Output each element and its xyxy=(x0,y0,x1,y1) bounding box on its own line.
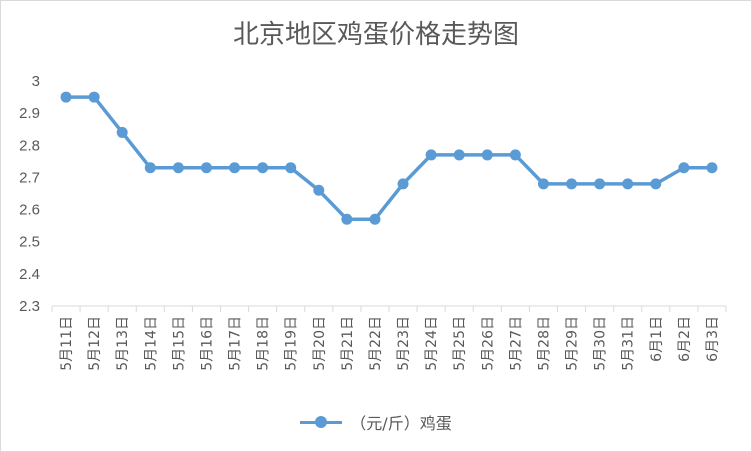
series-line xyxy=(66,95,712,221)
data-point xyxy=(650,178,662,190)
y-tick-label: 2.4 xyxy=(19,266,40,283)
data-point xyxy=(706,162,718,174)
data-point xyxy=(285,162,297,174)
data-point xyxy=(172,162,184,174)
x-tick-label: 5月28日 xyxy=(536,316,552,371)
y-tick-label: 2.6 xyxy=(19,202,40,219)
y-tick-label: 2.9 xyxy=(19,105,40,122)
data-point xyxy=(622,178,634,190)
data-point xyxy=(425,149,437,161)
legend: （元/斤）鸡蛋 xyxy=(0,410,752,434)
x-tick-label: 5月16日 xyxy=(199,316,215,371)
x-tick-label: 5月25日 xyxy=(452,316,468,371)
chart-title: 北京地区鸡蛋价格走势图 xyxy=(232,20,519,50)
y-tick-label: 2.5 xyxy=(19,234,40,251)
data-point xyxy=(678,162,690,174)
x-tick-label: 5月12日 xyxy=(87,316,103,371)
y-tick-label: 2.7 xyxy=(19,169,40,186)
x-tick-label: 5月15日 xyxy=(171,316,187,371)
data-point xyxy=(313,184,325,196)
data-point xyxy=(481,149,493,161)
x-tick-label: 5月14日 xyxy=(143,316,159,371)
data-point xyxy=(397,178,409,190)
x-tick-label: 5月22日 xyxy=(368,316,384,371)
data-point xyxy=(116,126,128,138)
y-tick-label: 2.8 xyxy=(19,137,40,154)
data-point xyxy=(144,162,156,174)
x-tick-label: 5月19日 xyxy=(284,316,300,371)
legend-marker xyxy=(300,415,343,429)
x-tick-label: 5月24日 xyxy=(424,316,440,371)
x-tick-label: 5月21日 xyxy=(340,316,356,371)
x-tick-label: 5月26日 xyxy=(480,316,496,371)
x-tick-label: 5月31日 xyxy=(621,316,637,371)
x-tick-label: 5月29日 xyxy=(565,316,581,371)
data-point xyxy=(509,149,521,161)
data-point xyxy=(200,162,212,174)
x-tick-label: 5月20日 xyxy=(312,316,328,371)
data-point xyxy=(257,162,269,174)
data-point xyxy=(369,213,381,225)
x-tick-label: 5月13日 xyxy=(115,316,131,371)
data-point xyxy=(594,178,606,190)
data-point xyxy=(341,213,353,225)
x-tick-label: 5月23日 xyxy=(396,316,412,371)
data-point xyxy=(537,178,549,190)
legend-label: （元/斤）鸡蛋 xyxy=(350,414,452,433)
x-tick-label: 5月27日 xyxy=(508,316,524,371)
data-point xyxy=(566,178,578,190)
data-point xyxy=(60,91,72,103)
y-tick-label: 3 xyxy=(32,73,40,90)
data-point xyxy=(229,162,241,174)
x-tick-label: 5月17日 xyxy=(228,316,244,371)
data-point xyxy=(88,91,100,103)
data-point xyxy=(453,149,465,161)
y-tick-label: 2.3 xyxy=(19,298,40,315)
x-tick-label: 5月30日 xyxy=(593,316,609,371)
x-tick-label: 5月18日 xyxy=(256,316,272,371)
x-tick-label: 6月1日 xyxy=(649,316,665,362)
x-tick-label: 6月3日 xyxy=(705,316,721,362)
x-tick-label: 5月11日 xyxy=(59,316,75,371)
x-tick-label: 6月2日 xyxy=(677,316,693,362)
